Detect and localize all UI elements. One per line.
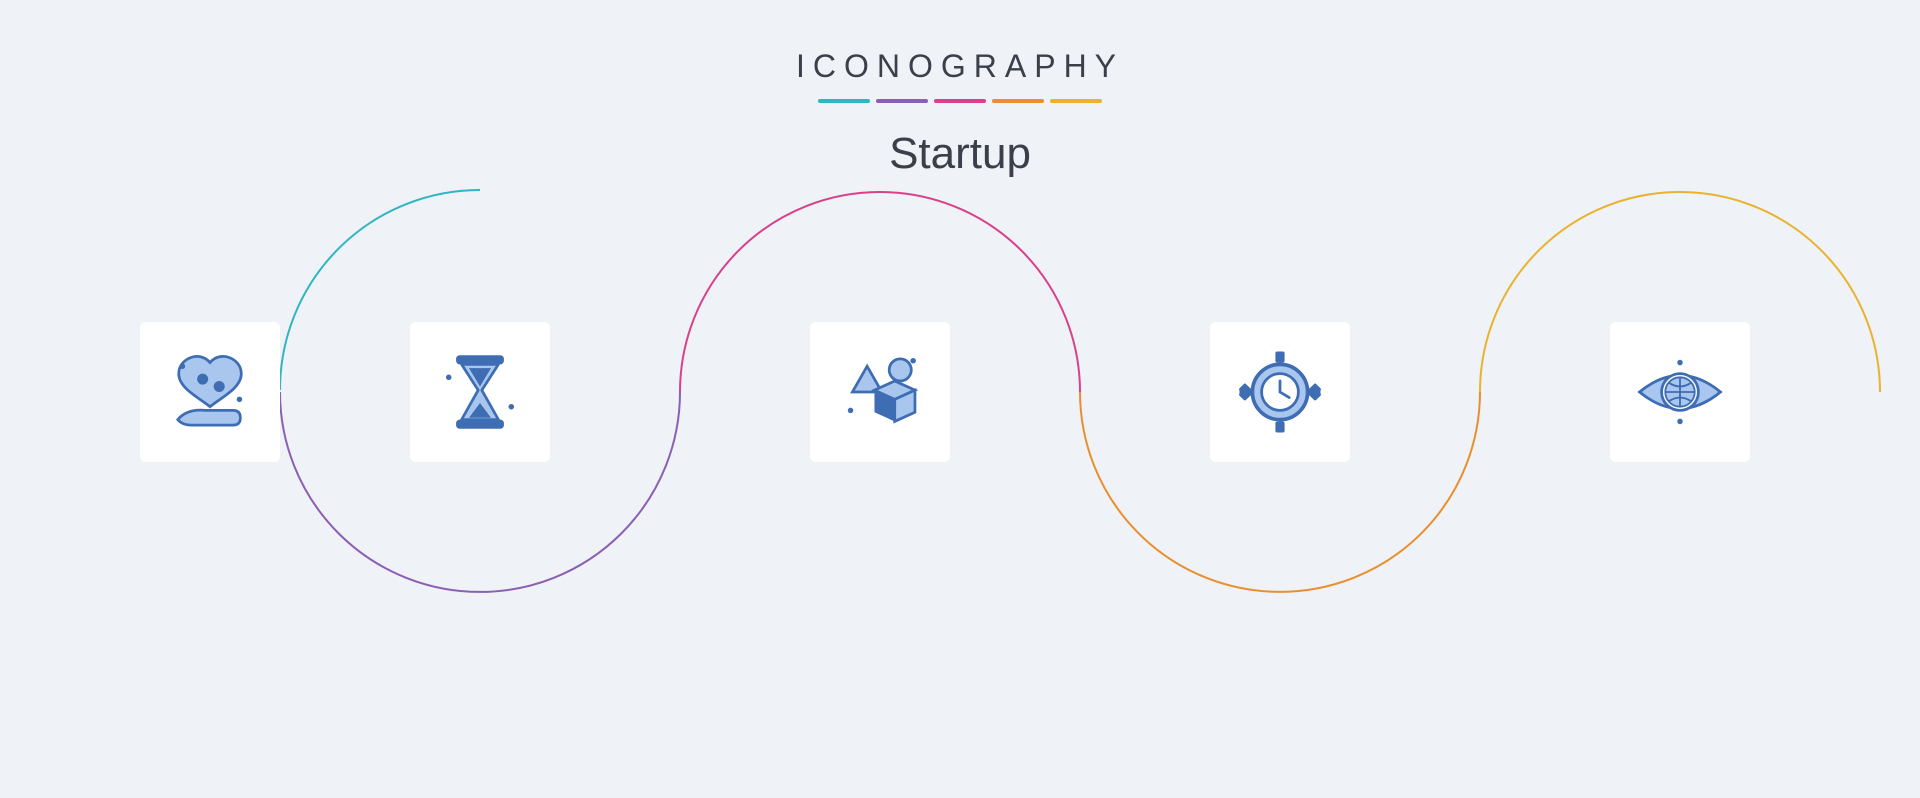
accent-seg-4	[992, 99, 1044, 103]
pack-title: Startup	[0, 129, 1920, 179]
header: ICONOGRAPHY Startup	[0, 0, 1920, 179]
accent-seg-3	[934, 99, 986, 103]
accent-seg-2	[876, 99, 928, 103]
accent-bar	[0, 99, 1920, 103]
accent-seg-5	[1050, 99, 1102, 103]
care-hand-heart-icon[interactable]	[140, 322, 280, 462]
shapes-cube-icon[interactable]	[810, 322, 950, 462]
brand-title: ICONOGRAPHY	[0, 48, 1920, 85]
clock-gear-icon[interactable]	[1210, 322, 1350, 462]
eye-globe-icon[interactable]	[1610, 322, 1750, 462]
accent-seg-1	[818, 99, 870, 103]
hourglass-icon[interactable]	[410, 322, 550, 462]
